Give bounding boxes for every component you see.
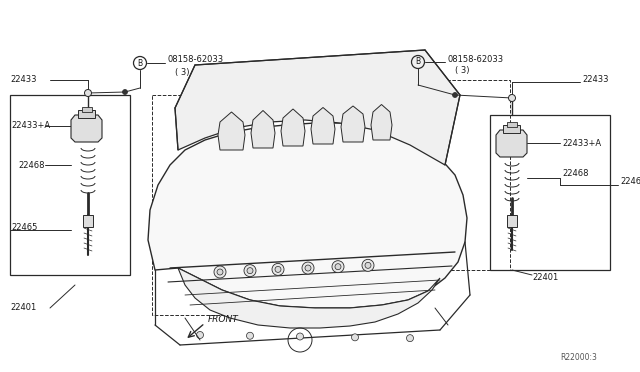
Text: 22468: 22468 (18, 160, 45, 170)
Circle shape (247, 267, 253, 274)
Circle shape (296, 333, 303, 340)
Polygon shape (281, 109, 305, 146)
Text: FRONT: FRONT (208, 315, 239, 324)
Circle shape (196, 331, 204, 339)
Circle shape (332, 261, 344, 273)
Text: 22433: 22433 (582, 76, 609, 84)
Circle shape (406, 335, 413, 341)
Polygon shape (251, 110, 275, 148)
Circle shape (217, 269, 223, 275)
Bar (390, 80, 510, 270)
Text: 22433+A: 22433+A (11, 122, 50, 131)
Text: 22433+A: 22433+A (562, 138, 601, 148)
Polygon shape (71, 115, 102, 142)
Text: 08158-62033: 08158-62033 (167, 55, 223, 64)
Text: 22401: 22401 (10, 304, 36, 312)
Text: 22465: 22465 (11, 224, 37, 232)
Text: 22401: 22401 (532, 273, 558, 282)
Circle shape (365, 262, 371, 268)
Polygon shape (148, 123, 467, 308)
Circle shape (275, 266, 281, 272)
Bar (83, 215, 93, 227)
Bar (503, 125, 520, 133)
Bar (152, 95, 300, 315)
Polygon shape (341, 106, 365, 142)
Circle shape (214, 266, 226, 278)
Circle shape (244, 264, 256, 277)
Bar (10, 95, 130, 275)
Bar (507, 215, 517, 227)
Circle shape (272, 263, 284, 275)
Polygon shape (371, 105, 392, 140)
Circle shape (84, 90, 92, 96)
Circle shape (351, 334, 358, 341)
Polygon shape (496, 130, 527, 157)
Text: B: B (415, 58, 420, 67)
Circle shape (122, 90, 127, 94)
Circle shape (452, 93, 458, 97)
Circle shape (509, 94, 515, 102)
Circle shape (335, 264, 341, 270)
Polygon shape (175, 50, 460, 165)
Bar (507, 122, 517, 127)
Text: 22433: 22433 (10, 76, 36, 84)
Polygon shape (218, 112, 245, 150)
Circle shape (362, 259, 374, 271)
Circle shape (305, 265, 311, 271)
Text: 22465: 22465 (620, 177, 640, 186)
Text: B: B (138, 58, 143, 67)
Circle shape (246, 332, 253, 339)
Bar (78, 110, 95, 118)
Bar (490, 115, 610, 270)
Text: R22000:3: R22000:3 (560, 353, 597, 362)
Text: ( 3): ( 3) (455, 67, 470, 76)
Polygon shape (178, 268, 440, 328)
Text: ( 3): ( 3) (175, 67, 189, 77)
Text: 22468: 22468 (562, 170, 589, 179)
Circle shape (302, 262, 314, 274)
Text: 08158-62033: 08158-62033 (447, 55, 503, 64)
Polygon shape (311, 108, 335, 144)
Bar (82, 107, 92, 112)
